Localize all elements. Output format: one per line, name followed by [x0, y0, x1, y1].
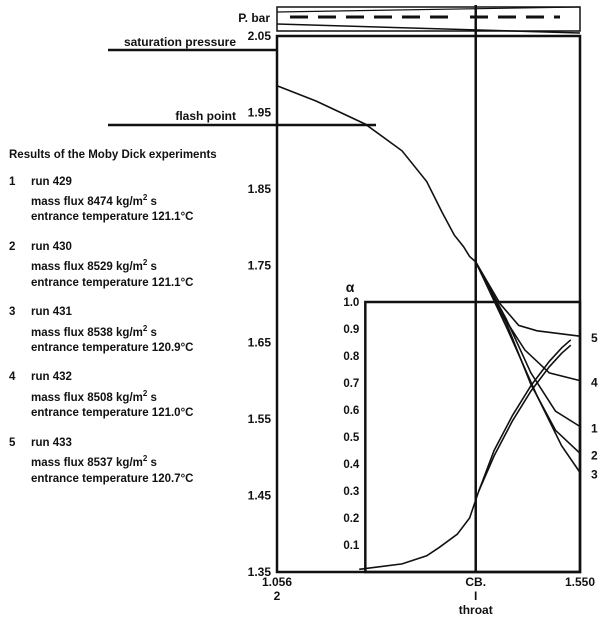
void-axis-label: α: [346, 279, 355, 295]
run-id: run 430: [31, 240, 72, 253]
run-entry: 5 run 433 mass flux 8537 kg/m2 s entrance t…: [9, 436, 249, 487]
run-list: 1 run 429 mass flux 8474 kg/m2 s entrance t…: [9, 175, 249, 488]
void-tick-label: 0.1: [343, 540, 360, 552]
nozzle-wall-top: [276, 6, 581, 13]
throat-sublabel: throat: [459, 603, 493, 617]
run-entrance-temperature: entrance temperature 121.1°C: [31, 211, 194, 224]
void-tick-label: 0.6: [343, 405, 359, 417]
pressure-tick-label: 2.05: [248, 29, 272, 43]
pressure-tick-label: 1.85: [248, 182, 272, 196]
run-id: run 431: [31, 306, 72, 319]
void-tick-label: 1.0: [343, 297, 359, 309]
run-entry: 3 run 431 mass flux 8538 kg/m2 s entrance t…: [9, 305, 249, 356]
nozzle-outline: [276, 6, 581, 32]
pressure-tick-label: 1.45: [248, 488, 272, 502]
run-mass-flux: mass flux 8538 kg/m2 s: [31, 323, 157, 339]
pressure-tick-label: 1.75: [248, 259, 272, 273]
results-title: Results of the Moby Dick experiments: [9, 149, 217, 161]
run-mass-flux: mass flux 8529 kg/m2 s: [31, 258, 157, 274]
x-left-label: 1.056: [262, 575, 292, 589]
x-left-sublabel: 2: [274, 589, 281, 603]
pressure-curve-run-5: [475, 261, 581, 337]
void-tick-label: 0.9: [343, 324, 359, 336]
pressure-curve-common: [276, 85, 477, 263]
run-entrance-temperature: entrance temperature 121.0°C: [31, 407, 194, 420]
run-number: 2: [9, 240, 16, 253]
pressure-axis-label: P. bar: [238, 11, 270, 25]
run-id: run 429: [31, 175, 72, 188]
saturation-pressure-label: saturation pressure: [124, 35, 236, 49]
nozzle-wall-bottom: [276, 23, 581, 34]
run-number: 5: [9, 436, 16, 449]
run-mass-flux: mass flux 8474 kg/m2 s: [31, 193, 157, 208]
pressure-curve-label: 1: [591, 422, 598, 436]
void-tick-label: 0.5: [343, 432, 360, 444]
pressure-tick-label: 1.55: [248, 412, 272, 426]
run-id: run 432: [31, 371, 72, 384]
run-entrance-temperature: entrance temperature 121.1°C: [31, 276, 194, 289]
void-tick-label: 0.7: [343, 378, 359, 390]
pressure-curve-run-3: [474, 261, 581, 473]
run-mass-flux: mass flux 8508 kg/m2 s: [31, 388, 157, 404]
void-tick-label: 0.3: [343, 486, 359, 498]
pressure-curve-label: 2: [591, 448, 598, 462]
run-number: 3: [9, 306, 16, 319]
pressure-curve-label: 3: [591, 467, 598, 481]
pressure-frame: [275, 34, 582, 574]
pressure-curve-run-1: [474, 261, 581, 428]
void-tick-label: 0.8: [343, 351, 360, 363]
flash-point-label: flash point: [175, 109, 236, 123]
run-mass-flux: mass flux 8537 kg/m2 s: [31, 454, 157, 470]
pressure-tick-label: 1.95: [248, 106, 272, 120]
pressure-curve-label: 5: [591, 331, 598, 345]
void-fraction-curve: [478, 344, 572, 492]
run-number: 4: [9, 371, 16, 384]
run-entry: 2 run 430 mass flux 8529 kg/m2 s entrance t…: [9, 240, 249, 291]
pressure-tick-label: 1.35: [248, 565, 272, 579]
results-legend: Results of the Moby Dick experiments 1 ru…: [9, 148, 249, 501]
run-number: 1: [9, 175, 16, 188]
pressure-curve-run-4: [474, 261, 581, 382]
run-entry: 4 run 432 mass flux 8508 kg/m2 s entrance t…: [9, 370, 249, 421]
x-right-label: 1.550: [565, 575, 595, 589]
run-entrance-temperature: entrance temperature 120.9°C: [31, 341, 194, 354]
void-tick-label: 0.4: [343, 459, 360, 471]
void-fraction-frame: [364, 300, 582, 574]
run-entrance-temperature: entrance temperature 120.7°C: [31, 472, 194, 485]
void-fraction-curve: [359, 339, 572, 571]
run-entry: 1 run 429 mass flux 8474 kg/m2 s entrance t…: [9, 175, 249, 226]
pressure-tick-label: 1.65: [248, 335, 272, 349]
void-tick-label: 0.2: [343, 513, 359, 525]
throat-label: CB.: [465, 575, 486, 589]
throat-mark: I: [474, 589, 477, 603]
pressure-curve-label: 4: [591, 376, 598, 390]
run-id: run 433: [31, 436, 72, 449]
